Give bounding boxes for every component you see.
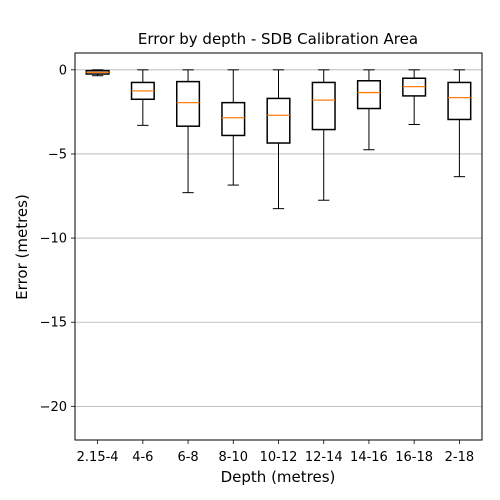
y-tick-label: −20 xyxy=(40,400,67,415)
chart-title: Error by depth - SDB Calibration Area xyxy=(138,30,418,48)
x-tick-label: 6-8 xyxy=(177,450,198,465)
x-tick-label: 8-10 xyxy=(219,450,249,465)
iqr-box xyxy=(356,80,381,110)
box-4-6 xyxy=(130,69,155,126)
y-tick-label: −5 xyxy=(48,147,67,162)
iqr-box xyxy=(221,101,246,137)
x-tick-label: 14-16 xyxy=(350,450,388,465)
iqr-box xyxy=(266,97,291,144)
y-axis-label: Error (metres) xyxy=(13,194,31,300)
plot-area-frame xyxy=(74,52,483,441)
x-tick-label: 4-6 xyxy=(132,450,153,465)
x-axis-ticks: 2.15-4 4-6 6-8 8-10 10-12 12-14 14-16 16-18 2-18 xyxy=(77,440,474,465)
x-tick-label: 12-14 xyxy=(305,450,343,465)
y-gridlines xyxy=(75,69,482,407)
box-8-10 xyxy=(221,69,246,186)
x-tick-label: 2.15-4 xyxy=(77,450,119,465)
box-16-18 xyxy=(402,69,427,126)
x-axis-label: Depth (metres) xyxy=(221,468,336,486)
y-tick-label: −15 xyxy=(40,316,67,331)
iqr-box xyxy=(311,81,336,131)
iqr-box xyxy=(447,81,472,121)
y-tick-label: 0 xyxy=(59,63,67,78)
box-12-14 xyxy=(311,69,336,201)
iqr-box xyxy=(176,80,201,127)
y-axis-ticks: 0 −5 −10 −15 −20 xyxy=(40,63,75,415)
y-tick-label: −10 xyxy=(40,232,67,247)
x-tick-label: 16-18 xyxy=(395,450,433,465)
x-tick-label: 2-18 xyxy=(445,450,475,465)
box-2.15-4 xyxy=(85,69,110,77)
box-2-18 xyxy=(447,69,472,178)
box-14-16 xyxy=(356,69,381,151)
box-10-12 xyxy=(266,69,291,210)
x-tick-label: 10-12 xyxy=(260,450,298,465)
box-6-8 xyxy=(176,69,201,194)
box-series xyxy=(85,69,472,210)
